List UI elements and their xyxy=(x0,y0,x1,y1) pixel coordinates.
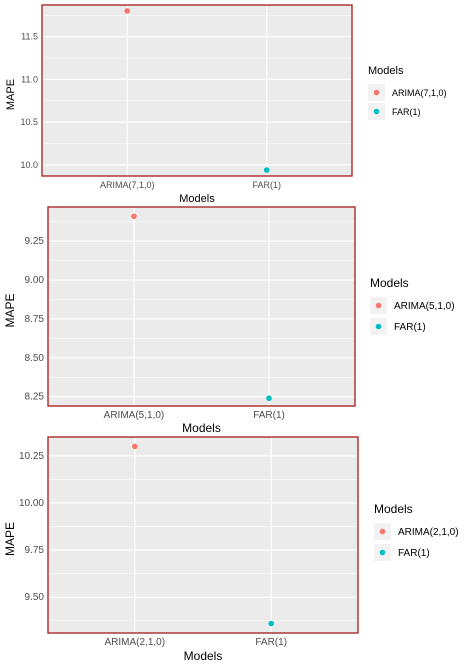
chart-3-svg: 9.50 9.75 10.00 10.25 ARIMA(2,1,0) FAR(1) Mode… xyxy=(3,436,459,663)
chart-panel-3: 9.50 9.75 10.00 10.25 ARIMA(2,1,0) FAR(1) Mode… xyxy=(0,435,474,665)
y-axis-title: MAPE xyxy=(3,293,17,327)
plot-background xyxy=(48,437,358,633)
y-tick-label: 9.00 xyxy=(25,275,45,286)
y-tick-label: 8.25 xyxy=(25,392,45,403)
legend-label: FAR(1) xyxy=(394,322,426,333)
chart-panel-2: 8.25 8.50 8.75 9.00 9.25 ARIMA(5,1,0) FAR(1) Mo… xyxy=(0,205,474,435)
legend-label: ARIMA(5,1,0) xyxy=(394,301,455,312)
y-tick-label: 9.50 xyxy=(25,592,45,603)
plot-background xyxy=(42,5,352,176)
data-point xyxy=(263,167,270,173)
y-axis-title: MAPE xyxy=(3,522,17,556)
x-axis-title: Models xyxy=(184,649,223,663)
x-axis-title: Models xyxy=(179,193,215,205)
chart-1-svg: 10.0 10.5 11.0 11.5 ARIMA(7,1,0) FAR(1) Models… xyxy=(5,4,447,205)
legend-marker xyxy=(379,549,386,556)
y-tick-label: 8.75 xyxy=(25,314,45,325)
chart-2-svg: 8.25 8.50 8.75 9.00 9.25 ARIMA(5,1,0) FAR(1) Mo… xyxy=(3,206,455,435)
y-tick-label: 10.00 xyxy=(19,498,44,509)
legend-title: Models xyxy=(370,276,409,290)
data-point xyxy=(124,8,131,14)
legend-marker xyxy=(373,89,380,96)
y-tick-label: 10.5 xyxy=(20,117,38,127)
legend-marker xyxy=(375,302,382,309)
legend-label: FAR(1) xyxy=(398,548,430,559)
legend-label: ARIMA(2,1,0) xyxy=(398,527,459,538)
y-tick-label: 10.25 xyxy=(19,451,44,462)
x-tick-label: FAR(1) xyxy=(255,637,287,648)
legend-title: Models xyxy=(374,502,413,516)
x-tick-label: ARIMA(5,1,0) xyxy=(104,410,165,421)
plot-frame xyxy=(41,4,353,177)
y-axis-title: MAPE xyxy=(5,79,17,110)
x-tick-label: ARIMA(2,1,0) xyxy=(105,637,166,648)
x-tick-label: FAR(1) xyxy=(252,180,281,190)
data-point xyxy=(268,620,275,627)
legend-marker xyxy=(379,528,386,535)
y-tick-label: 10.0 xyxy=(20,160,38,170)
legend-marker xyxy=(375,323,382,330)
plot-background xyxy=(48,207,355,406)
legend-label: ARIMA(7,1,0) xyxy=(392,88,447,98)
chart-panel-1: 10.0 10.5 11.0 11.5 ARIMA(7,1,0) FAR(1) Models… xyxy=(0,0,474,205)
y-tick-label: 11.5 xyxy=(21,32,38,42)
plot-frame xyxy=(47,206,356,407)
x-tick-label: ARIMA(7,1,0) xyxy=(100,180,155,190)
legend-title: Models xyxy=(368,65,404,77)
y-tick-label: 11.0 xyxy=(21,74,38,84)
data-point xyxy=(266,395,272,402)
legend-label: FAR(1) xyxy=(392,107,421,117)
legend-marker xyxy=(373,108,380,115)
data-point xyxy=(131,213,137,220)
y-tick-label: 8.50 xyxy=(25,353,45,364)
x-axis-title: Models xyxy=(182,421,221,435)
data-point xyxy=(132,443,138,450)
x-tick-label: FAR(1) xyxy=(253,410,285,421)
y-tick-label: 9.25 xyxy=(25,236,45,247)
plot-frame xyxy=(47,436,359,634)
y-tick-label: 9.75 xyxy=(25,545,45,556)
